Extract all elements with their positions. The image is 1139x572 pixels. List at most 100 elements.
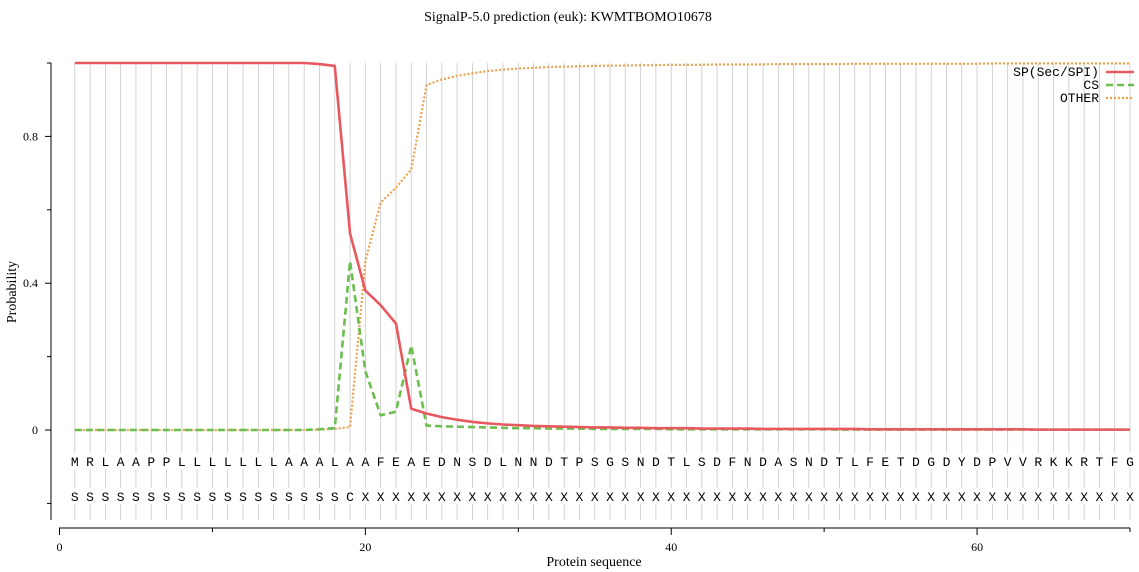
residue-label: X — [973, 490, 981, 505]
residue-letter: S — [621, 455, 629, 470]
residue-label: X — [499, 490, 507, 505]
residue-label: X — [866, 490, 874, 505]
residue-bg — [788, 453, 799, 469]
residue-label: X — [453, 490, 461, 505]
residue-label: X — [1050, 490, 1058, 505]
residue-label: X — [484, 490, 492, 505]
residue-letter: D — [438, 455, 446, 470]
residue-letter: D — [943, 455, 951, 470]
residue-letter: S — [790, 455, 798, 470]
residue-bg — [207, 453, 218, 469]
residue-bg — [650, 453, 661, 469]
residue-bg — [314, 453, 325, 469]
label-bg — [972, 488, 983, 504]
residue-letter: M — [71, 455, 79, 470]
residue-bg — [1094, 453, 1105, 469]
label-bg — [742, 488, 753, 504]
legend-label: SP(Sec/SPI) — [1013, 65, 1099, 80]
label-bg — [100, 488, 111, 504]
label-bg — [1063, 488, 1074, 504]
label-bg — [605, 488, 616, 504]
residue-label: S — [71, 490, 79, 505]
label-bg — [253, 488, 264, 504]
residue-bg — [605, 453, 616, 469]
residue-bg — [865, 453, 876, 469]
residue-bg — [910, 453, 921, 469]
chart-title: SignalP-5.0 prediction (euk): KWMTBOMO10… — [424, 10, 712, 25]
residue-label: S — [132, 490, 140, 505]
residue-label: X — [1004, 490, 1012, 505]
residue-bg — [452, 453, 463, 469]
residue-label: X — [836, 490, 844, 505]
residue-letter: A — [132, 455, 140, 470]
residue-letter: E — [392, 455, 400, 470]
residue-bg — [712, 453, 723, 469]
residue-label: X — [728, 490, 736, 505]
residue-label: S — [224, 490, 232, 505]
residue-letter: F — [377, 455, 385, 470]
residue-label: X — [943, 490, 951, 505]
label-bg — [819, 488, 830, 504]
y-tick-label: 0 — [32, 423, 38, 437]
residue-label: X — [790, 490, 798, 505]
residue-letter: S — [591, 455, 599, 470]
residue-letter: V — [1004, 455, 1012, 470]
label-bg — [283, 488, 294, 504]
residue-label: X — [805, 490, 813, 505]
residue-label: X — [591, 490, 599, 505]
residue-letter: T — [897, 455, 905, 470]
residue-bg — [727, 453, 738, 469]
residue-label: X — [377, 490, 385, 505]
residue-bg — [100, 453, 111, 469]
axes: 0 0.4 0.8 0 20 40 60 — [23, 62, 1131, 554]
label-bg — [834, 488, 845, 504]
residue-letter: G — [606, 455, 614, 470]
residue-bg — [1048, 453, 1059, 469]
x-tick-label: 60 — [971, 540, 983, 554]
residue-label: X — [988, 490, 996, 505]
label-bg — [421, 488, 432, 504]
residue-label: X — [958, 490, 966, 505]
residue-label: S — [86, 490, 94, 505]
residue-bg — [436, 453, 447, 469]
x-tick-label: 40 — [665, 540, 677, 554]
label-bg — [207, 488, 218, 504]
residue-label: X — [1111, 490, 1119, 505]
label-bg — [803, 488, 814, 504]
residue-letter: V — [1019, 455, 1027, 470]
label-bg — [880, 488, 891, 504]
residue-bg — [834, 453, 845, 469]
residue-bg — [681, 453, 692, 469]
x-tick-label: 20 — [359, 540, 371, 554]
residue-letter: R — [1034, 455, 1042, 470]
residue-bg — [299, 453, 310, 469]
residue-letter: N — [805, 455, 813, 470]
residue-bg — [146, 453, 157, 469]
residue-letter: T — [1096, 455, 1104, 470]
residue-bg — [345, 453, 356, 469]
residue-bg — [742, 453, 753, 469]
residue-label: X — [881, 490, 889, 505]
residue-letter: R — [1080, 455, 1088, 470]
residue-letter: P — [576, 455, 584, 470]
residue-bg — [192, 453, 203, 469]
series-line-sp-sec-spi — [74, 61, 1130, 431]
residue-bg — [329, 453, 340, 469]
label-bg — [222, 488, 233, 504]
x-axis-label: Protein sequence — [546, 555, 641, 570]
label-bg — [467, 488, 478, 504]
residue-bg — [421, 453, 432, 469]
residue-bg — [941, 453, 952, 469]
residue-letter: G — [1126, 455, 1134, 470]
residue-letter: L — [270, 455, 278, 470]
residue-bg — [406, 453, 417, 469]
label-bg — [773, 488, 784, 504]
residue-bg — [803, 453, 814, 469]
residue-label: X — [759, 490, 767, 505]
label-bg — [956, 488, 967, 504]
label-bg — [130, 488, 141, 504]
label-bg — [115, 488, 126, 504]
label-bg — [161, 488, 172, 504]
label-bg — [452, 488, 463, 504]
residue-label: S — [331, 490, 339, 505]
